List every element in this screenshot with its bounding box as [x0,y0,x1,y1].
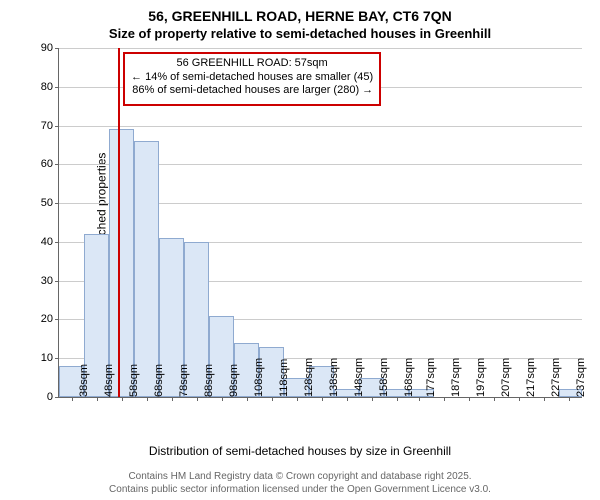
histogram-bar [134,141,159,397]
gridline [59,48,582,49]
xtick-mark [222,397,223,401]
gridline [59,126,582,127]
xtick-label: 118sqm [276,359,290,397]
xtick-mark [519,397,520,401]
xtick-label: 197sqm [473,358,487,397]
xtick-label: 217sqm [523,358,537,397]
xtick-mark [372,397,373,401]
histogram-bar [109,129,134,397]
xtick-mark [247,397,248,401]
footer-attribution: Contains HM Land Registry data © Crown c… [0,471,600,496]
ytick-label: 10 [41,352,59,364]
xtick-label: 78sqm [176,364,190,397]
xtick-label: 38sqm [76,364,90,397]
ytick-label: 30 [41,275,59,287]
footer-line-2: Contains public sector information licen… [0,484,600,497]
xtick-mark [272,397,273,401]
xtick-mark [197,397,198,401]
chart-title-main: 56, GREENHILL ROAD, HERNE BAY, CT6 7QN [0,8,600,24]
xtick-mark [172,397,173,401]
xtick-label: 158sqm [376,358,390,397]
xtick-mark [419,397,420,401]
xtick-mark [297,397,298,401]
annotation-line-2: ← 14% of semi-detached houses are smalle… [131,71,373,85]
xtick-mark [444,397,445,401]
xtick-label: 237sqm [573,358,587,397]
footer-line-1: Contains HM Land Registry data © Crown c… [0,471,600,484]
annotation-line-1: 56 GREENHILL ROAD: 57sqm [131,57,373,71]
ytick-label: 20 [41,313,59,325]
xtick-mark [469,397,470,401]
ytick-label: 50 [41,197,59,209]
ytick-label: 40 [41,236,59,248]
xtick-mark [147,397,148,401]
xtick-label: 48sqm [101,364,115,397]
xtick-mark [347,397,348,401]
xtick-label: 88sqm [201,364,215,397]
xtick-label: 58sqm [126,364,140,397]
xtick-label: 148sqm [351,358,365,397]
plot-area: 010203040506070809038sqm48sqm58sqm68sqm7… [58,48,582,398]
xtick-mark [122,397,123,401]
annotation-box: 56 GREENHILL ROAD: 57sqm← 14% of semi-de… [123,52,381,106]
xtick-label: 98sqm [226,364,240,397]
xtick-mark [544,397,545,401]
xtick-mark [97,397,98,401]
xtick-label: 68sqm [151,364,165,397]
ytick-label: 0 [47,391,59,403]
xtick-mark [494,397,495,401]
annotation-line-3: 86% of semi-detached houses are larger (… [131,84,373,98]
ytick-label: 90 [41,42,59,54]
property-marker-line [118,48,120,397]
xtick-label: 187sqm [448,358,462,397]
chart-title-sub: Size of property relative to semi-detach… [0,26,600,41]
xtick-label: 207sqm [498,358,512,397]
xtick-mark [569,397,570,401]
xtick-label: 168sqm [401,358,415,397]
x-axis-label: Distribution of semi-detached houses by … [0,444,600,458]
xtick-label: 227sqm [548,358,562,397]
xtick-label: 128sqm [301,358,315,397]
xtick-mark [397,397,398,401]
xtick-label: 108sqm [251,358,265,397]
chart-container: 56, GREENHILL ROAD, HERNE BAY, CT6 7QN S… [0,0,600,500]
xtick-label: 138sqm [326,358,340,397]
xtick-mark [72,397,73,401]
xtick-label: 177sqm [423,358,437,397]
ytick-label: 70 [41,120,59,132]
ytick-label: 80 [41,81,59,93]
xtick-mark [322,397,323,401]
ytick-label: 60 [41,158,59,170]
